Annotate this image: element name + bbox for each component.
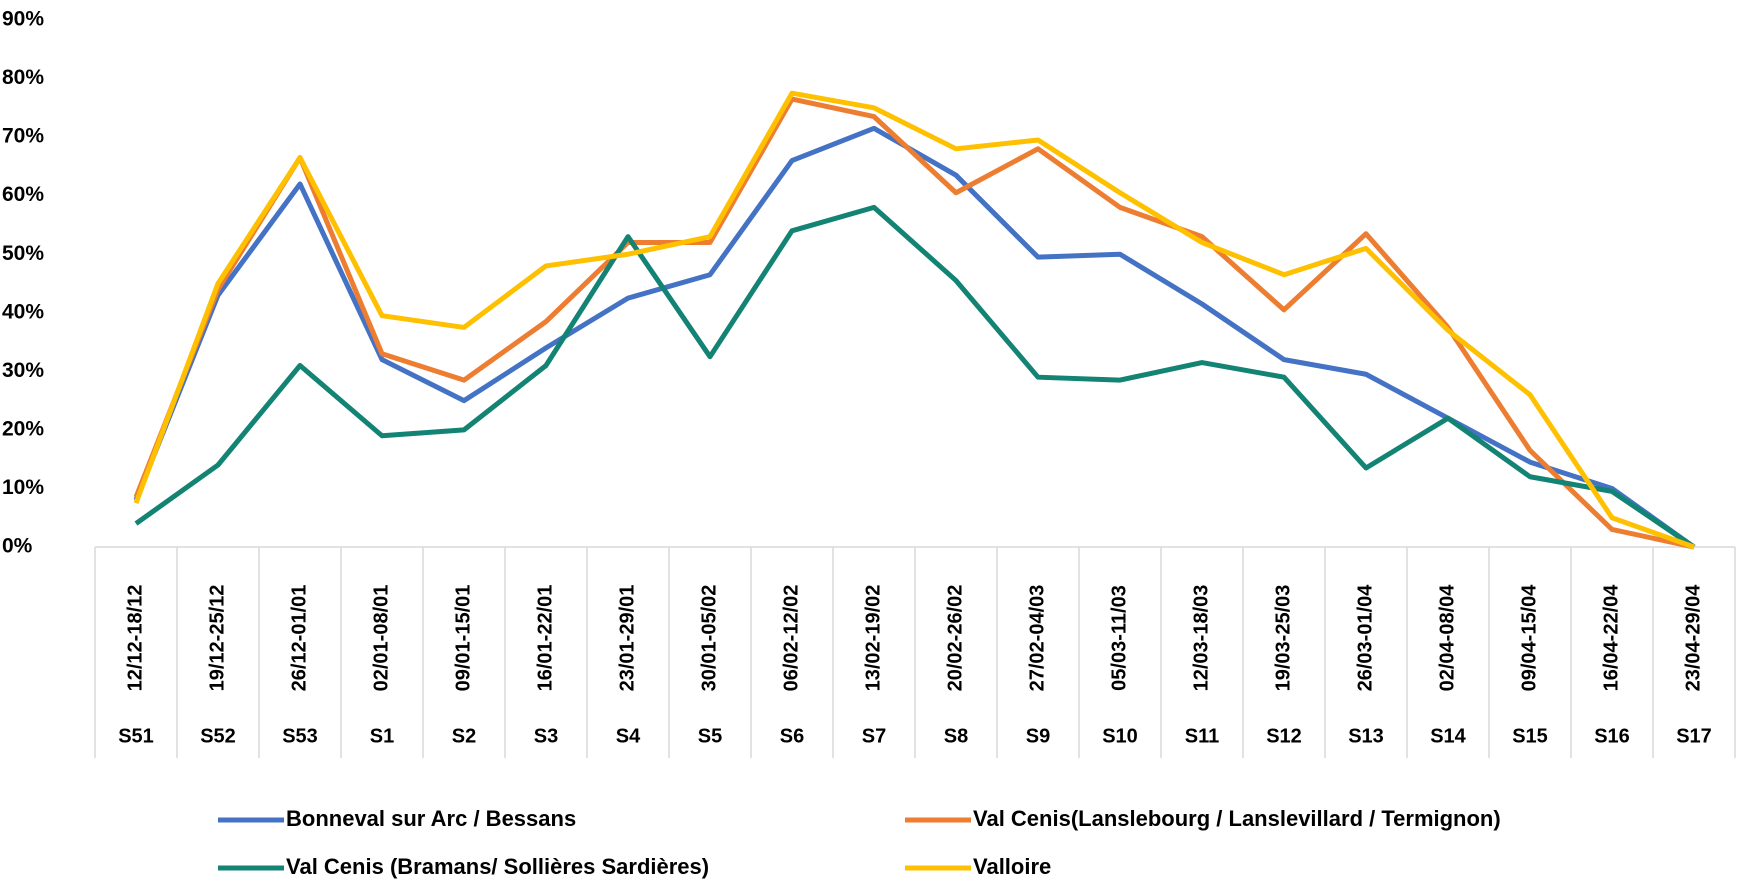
x-tick-label: 30/01-05/02 [698,585,720,692]
x-tick-label: 09/04-15/04 [1518,584,1540,692]
x-tick-label: 12/03-18/03 [1190,585,1212,692]
week-label: S12 [1266,725,1302,747]
week-label: S5 [698,725,722,747]
legend-label: Valloire [973,854,1051,879]
y-tick-label: 40% [2,300,44,323]
x-tick-label: 19/12-25/12 [206,585,228,692]
y-tick-label: 10% [2,476,44,499]
week-label: S51 [118,725,154,747]
x-tick-label: 16/01-22/01 [534,585,556,692]
week-label: S53 [282,725,318,747]
y-tick-label: 60% [2,183,44,206]
x-tick-label: 13/02-19/02 [862,585,884,692]
week-label: S4 [616,725,641,747]
x-tick-label: 02/04-08/04 [1436,584,1458,692]
y-tick-label: 50% [2,242,44,265]
x-tick-label: 27/02-04/03 [1026,585,1048,692]
week-label: S2 [452,725,476,747]
x-tick-label: 16/04-22/04 [1600,584,1622,692]
x-tick-label: 09/01-15/01 [452,585,474,692]
y-tick-label: 80% [2,66,44,89]
y-tick-label: 20% [2,417,44,440]
week-label: S1 [370,725,394,747]
y-tick-label: 70% [2,125,44,148]
week-label: S10 [1102,725,1138,747]
week-label: S11 [1185,725,1219,747]
series-line [133,90,1695,550]
y-tick-label: 30% [2,359,44,382]
legend-label: Val Cenis(Lanslebourg / Lanslevillard / … [973,806,1501,831]
week-label: S16 [1594,725,1630,747]
x-tick-label: 06/02-12/02 [780,585,802,692]
week-label: S52 [200,725,236,747]
week-label: S7 [862,725,886,747]
week-label: S15 [1512,725,1548,747]
x-tick-label: 12/12-18/12 [124,585,146,692]
week-label: S3 [534,725,558,747]
y-tick-label: 90% [2,8,44,31]
x-tick-label: 23/04-29/04 [1682,584,1704,692]
legend-label: Val Cenis (Bramans/ Sollières Sardières) [286,854,709,879]
x-tick-label: 19/03-25/03 [1272,585,1294,692]
series-line [134,204,1696,550]
week-label: S9 [1026,725,1050,747]
legend-label: Bonneval sur Arc / Bessans [286,806,576,831]
y-tick-label: 0% [2,535,33,558]
x-tick-label: 23/01-29/01 [616,585,638,692]
week-label: S14 [1430,725,1466,747]
week-label: S13 [1348,725,1384,747]
series-line [133,96,1695,550]
x-tick-label: 26/12-01/01 [288,585,310,692]
week-label: S8 [944,725,968,747]
x-tick-label: 20/02-26/02 [944,585,966,692]
x-tick-label: 05/03-11/03 [1108,585,1130,691]
x-tick-label: 26/03-01/04 [1354,584,1376,692]
week-label: S6 [780,725,804,747]
x-tick-label: 02/01-08/01 [370,585,392,692]
week-label: S17 [1676,725,1712,747]
